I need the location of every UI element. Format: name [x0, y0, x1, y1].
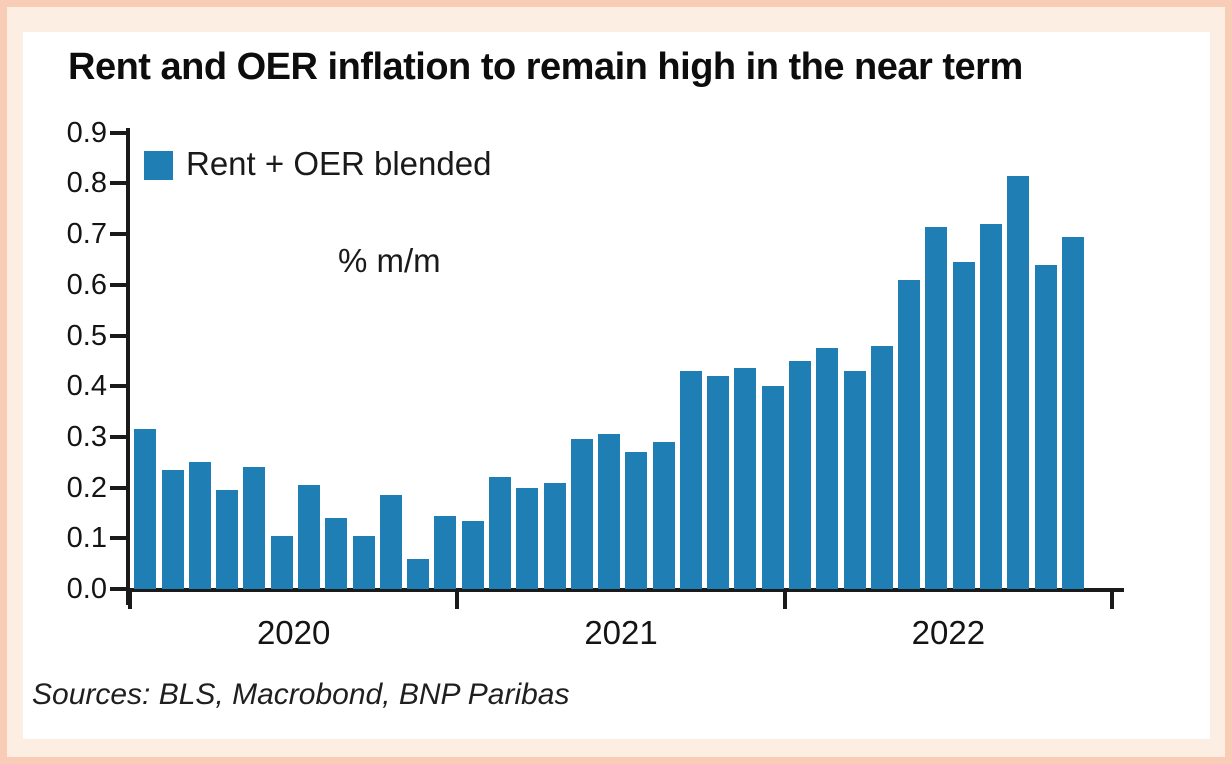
bar: [761, 386, 784, 589]
bar: [461, 520, 484, 589]
x-tick-label: 2020: [256, 614, 331, 651]
y-tick-label: 0.0: [66, 573, 107, 605]
bar: [488, 477, 511, 589]
bar: [925, 226, 948, 589]
y-tick-label: 0.5: [66, 319, 107, 352]
bar: [543, 482, 566, 589]
x-tick-label: 2022: [911, 614, 986, 651]
bar: [816, 348, 839, 589]
chart-card: Rent and OER inflation to remain high in…: [23, 32, 1210, 739]
bar: [598, 434, 621, 589]
bar: [952, 262, 975, 589]
bar: [679, 371, 702, 589]
y-tick: [110, 485, 127, 490]
unit-annotation: % m/m: [338, 242, 441, 279]
bar: [379, 495, 402, 589]
x-tick: [455, 592, 460, 609]
y-tick-label: 0.9: [66, 116, 107, 149]
y-tick-label: 0.8: [66, 167, 107, 200]
bar: [188, 462, 211, 589]
x-tick-label: 2021: [584, 614, 658, 651]
legend-label: Rent + OER blended: [186, 145, 492, 182]
y-tick: [110, 282, 127, 287]
bar: [843, 371, 866, 589]
bar: [1007, 175, 1030, 589]
bar: [516, 487, 539, 589]
bar: [1034, 264, 1057, 589]
bar: [325, 518, 348, 589]
y-tick-label: 0.1: [66, 522, 107, 555]
bar: [652, 441, 675, 589]
x-tick: [782, 592, 787, 609]
bar: [297, 485, 320, 589]
bar: [216, 490, 239, 589]
y-tick: [110, 130, 127, 135]
y-tick: [110, 536, 127, 541]
bar: [161, 469, 184, 589]
x-axis: [126, 588, 1124, 592]
y-tick-label: 0.6: [66, 268, 107, 301]
bar: [434, 515, 457, 589]
y-tick: [110, 384, 127, 389]
bar: [1061, 236, 1084, 589]
y-tick-label: 0.4: [66, 370, 107, 403]
bar: [352, 535, 375, 589]
y-axis: [126, 128, 130, 605]
x-tick: [1110, 592, 1115, 609]
y-tick: [110, 587, 127, 591]
bars-container: [130, 130, 1112, 589]
bar: [707, 376, 730, 589]
bar: [789, 360, 812, 589]
y-tick-label: 0.2: [66, 471, 107, 504]
bar: [625, 452, 648, 589]
y-tick: [110, 232, 127, 237]
y-tick: [110, 333, 127, 338]
y-tick-label: 0.3: [66, 420, 107, 453]
bar: [898, 279, 921, 589]
bar: [979, 223, 1002, 589]
y-tick-label: 0.7: [66, 218, 107, 251]
bar: [407, 558, 430, 589]
y-tick: [110, 181, 127, 186]
bar: [734, 368, 757, 589]
chart-title: Rent and OER inflation to remain high in…: [68, 46, 1023, 88]
bar: [570, 439, 593, 589]
bar: [870, 345, 893, 589]
bar: [270, 535, 293, 589]
x-tick: [128, 592, 132, 609]
legend-swatch: [144, 151, 173, 180]
y-tick: [110, 434, 127, 439]
bar: [134, 429, 157, 589]
bar: [243, 467, 266, 589]
sources-note: Sources: BLS, Macrobond, BNP Paribas: [32, 678, 570, 711]
